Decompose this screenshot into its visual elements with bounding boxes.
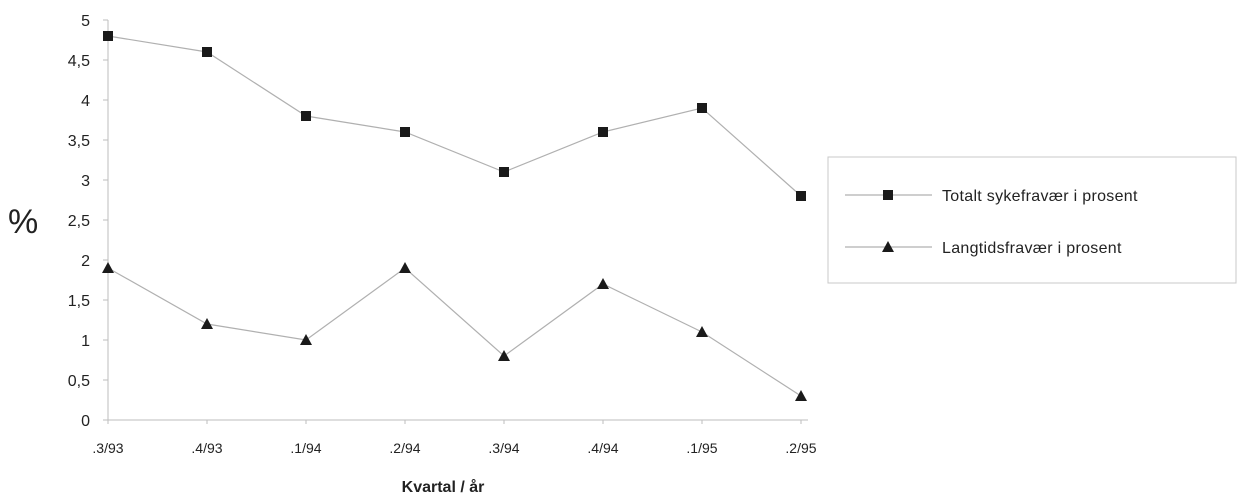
x-axis-ticks: .3/93 .4/93 .1/94 .2/94 .3/94 .4/94 .1/95 .2/95	[92, 420, 817, 456]
y-tick-label: 2	[81, 253, 90, 270]
legend-items: Totalt sykefravær i prosent Langtidsfravæ…	[845, 188, 1138, 257]
data-point-square	[103, 31, 113, 41]
data-point-triangle	[300, 334, 312, 345]
legend-item-2: Langtidsfravær i prosent	[845, 240, 1122, 257]
data-point-triangle	[399, 262, 411, 273]
y-tick-label: 5	[81, 13, 90, 30]
x-tick-label: .4/94	[587, 440, 618, 456]
data-point-square	[598, 127, 608, 137]
series-1	[103, 31, 806, 201]
data-point-square	[301, 111, 311, 121]
data-point-square	[697, 103, 707, 113]
y-tick-label: 0,5	[68, 373, 90, 390]
data-point-triangle	[498, 350, 510, 361]
data-point-square	[202, 47, 212, 57]
legend-box	[827, 156, 1237, 284]
x-tick-label: .1/95	[686, 440, 717, 456]
y-tick-label: 0	[81, 413, 90, 430]
legend-item-1: Totalt sykefravær i prosent	[845, 188, 1138, 205]
y-tick-label: 3,5	[68, 133, 90, 150]
x-axis-title: Kvartal / år	[402, 478, 485, 495]
data-point-triangle	[102, 262, 114, 273]
x-tick-label: .1/94	[290, 440, 321, 456]
y-axis-title: %	[8, 203, 38, 241]
y-tick-label: 1	[81, 333, 90, 350]
y-tick-label: 4,5	[68, 53, 90, 70]
y-axis-ticks: 0 0,5 1 1,5 2 2,5 3 3,5 4 4,5 5	[68, 13, 108, 430]
series-group	[102, 31, 807, 401]
legend-label: Langtidsfravær i prosent	[942, 240, 1122, 257]
legend-marker-triangle	[882, 241, 894, 252]
series-2	[102, 262, 807, 401]
axes	[107, 20, 808, 421]
y-tick-label: 3	[81, 173, 90, 190]
x-tick-label: .3/93	[92, 440, 123, 456]
data-point-square	[796, 191, 806, 201]
x-tick-label: .3/94	[488, 440, 519, 456]
legend: Totalt sykefravær i prosent Langtidsfravæ…	[827, 156, 1237, 284]
series-line	[107, 35, 802, 197]
data-point-triangle	[201, 318, 213, 329]
data-point-square	[400, 127, 410, 137]
y-tick-label: 4	[81, 93, 90, 110]
data-point-triangle	[795, 390, 807, 401]
x-tick-label: .2/94	[389, 440, 420, 456]
y-tick-label: 2,5	[68, 213, 90, 230]
y-tick-label: 1,5	[68, 293, 90, 310]
legend-marker-square	[883, 190, 893, 200]
data-point-triangle	[597, 278, 609, 289]
data-point-triangle	[696, 326, 708, 337]
data-point-square	[499, 167, 509, 177]
series-line	[107, 267, 802, 397]
x-tick-label: .4/93	[191, 440, 222, 456]
legend-label: Totalt sykefravær i prosent	[942, 188, 1138, 205]
x-tick-label: .2/95	[785, 440, 816, 456]
